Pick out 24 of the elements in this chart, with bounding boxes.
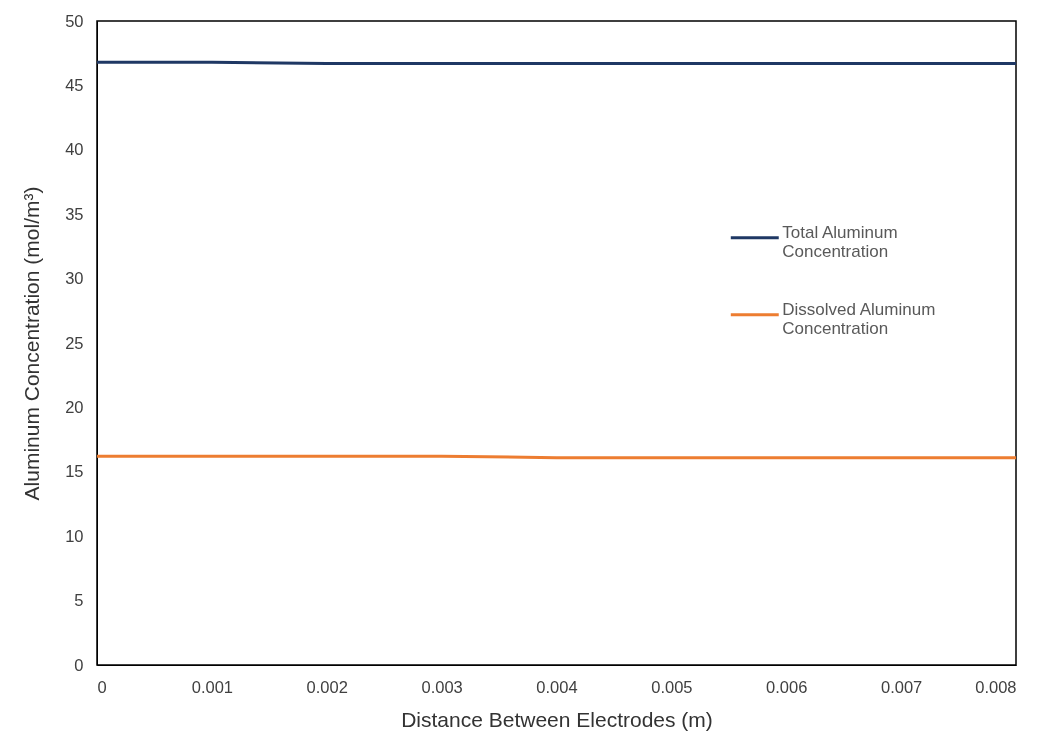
y-tick-label: 35 [65, 204, 84, 223]
x-tick-label: 0.001 [191, 677, 234, 696]
y-tick-label: 20 [65, 397, 84, 416]
y-tick-label: 0 [74, 655, 84, 674]
x-tick-label: 0.008 [975, 677, 1017, 696]
legend-label: Total Aluminum Concentration [782, 222, 898, 261]
x-tick-label: 0 [97, 677, 107, 696]
x-tick-label: 0.006 [766, 677, 808, 696]
y-tick-label: 45 [65, 75, 84, 94]
y-tick-label: 15 [65, 462, 84, 481]
y-tick-label: 25 [65, 333, 84, 352]
x-tick-label: 0.005 [651, 677, 693, 696]
y-tick-label: 50 [65, 11, 84, 30]
legend-label: Dissolved Aluminum Concentration [782, 299, 936, 338]
x-tick-label: 0.002 [306, 677, 348, 696]
x-tick-label: 0.004 [536, 677, 578, 696]
y-tick-label: 5 [74, 591, 84, 610]
y-axis-title: Aluminum Concentration (mol/m³) [20, 186, 44, 501]
y-tick-label: 10 [65, 526, 84, 545]
x-tick-label: 0.007 [880, 677, 923, 696]
y-tick-label: 40 [65, 140, 84, 159]
x-axis-title: Distance Between Electrodes (m) [401, 708, 713, 731]
y-tick-label: 30 [65, 269, 84, 288]
x-tick-label: 0.003 [421, 677, 463, 696]
